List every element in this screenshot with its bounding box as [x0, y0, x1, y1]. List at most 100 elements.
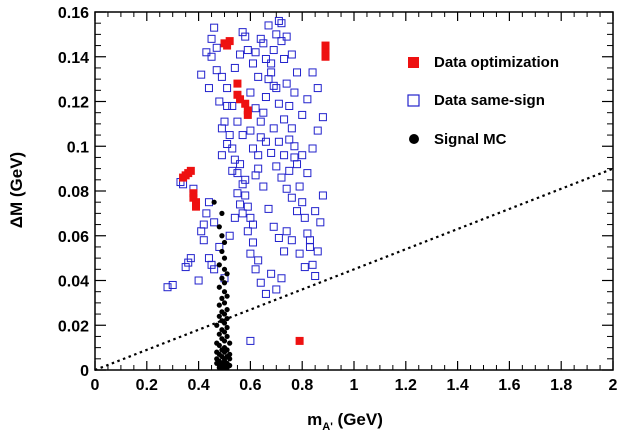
signal-mc-point	[221, 280, 228, 286]
data-optimization-point	[295, 336, 304, 345]
data-same-sign-point	[241, 175, 250, 184]
data-same-sign-point	[248, 144, 257, 153]
data-same-sign-point	[298, 198, 307, 207]
data-same-sign-point	[251, 265, 260, 274]
data-same-sign-point	[236, 200, 245, 209]
data-optimization-point	[243, 106, 252, 115]
signal-mc-point	[219, 210, 225, 216]
data-same-sign-point	[241, 191, 250, 200]
data-optimization-point	[236, 95, 245, 104]
signal-mc-point	[221, 349, 228, 355]
signal-mc-point	[224, 293, 230, 299]
data-optimization-point	[321, 52, 330, 61]
signal-mc-point	[219, 275, 225, 281]
data-same-sign-point	[267, 68, 276, 77]
data-same-sign-point	[313, 247, 322, 256]
data-optimization-point	[321, 48, 330, 57]
x-axis-title: mA' (GeV)	[307, 410, 383, 433]
data-same-sign-point	[305, 242, 314, 251]
data-same-sign-point	[251, 48, 260, 57]
signal-mc-point	[216, 342, 222, 348]
legend-marker-data-optimization	[408, 57, 419, 68]
data-same-sign-point	[246, 213, 255, 222]
cut-line-segment	[94, 167, 614, 372]
data-same-sign-point	[267, 269, 276, 278]
data-same-sign-point	[285, 135, 294, 144]
data-same-sign-point	[274, 16, 283, 25]
data-optimization-point	[192, 198, 201, 207]
data-same-sign-point	[272, 162, 281, 171]
data-same-sign-point	[259, 182, 268, 191]
data-same-sign-point	[202, 48, 211, 57]
x-tick-label: 1.4	[446, 377, 468, 394]
data-same-sign-point	[256, 278, 265, 287]
data-same-sign-point	[261, 289, 270, 298]
data-same-sign-point	[248, 238, 257, 247]
data-same-sign-point	[228, 101, 237, 110]
data-same-sign-point	[272, 285, 281, 294]
signal-mc-point	[227, 340, 233, 346]
data-same-sign-point	[282, 79, 291, 88]
data-same-sign-point	[236, 160, 245, 169]
data-same-sign-point	[290, 88, 299, 97]
y-tick-label: 0.1	[67, 139, 89, 156]
legend-marker-signal-mc	[409, 134, 419, 144]
data-same-sign-point	[207, 260, 216, 269]
cut-line	[94, 167, 614, 372]
signal-mc-point	[216, 302, 222, 308]
data-same-sign-point	[233, 169, 242, 178]
data-same-sign-point	[230, 155, 239, 164]
data-same-sign-point	[223, 101, 232, 110]
data-same-sign-point	[303, 169, 312, 178]
data-same-sign-point	[246, 336, 255, 345]
data-same-sign-point	[272, 30, 281, 39]
y-tick-label: 0.16	[58, 5, 89, 22]
data-same-sign-point	[225, 131, 234, 140]
data-same-sign-point	[261, 137, 270, 146]
data-same-sign-point	[217, 151, 226, 160]
data-same-sign-point	[243, 202, 252, 211]
signal-mc-point	[221, 338, 228, 344]
data-optimization-point	[225, 37, 234, 46]
data-same-sign-point	[248, 220, 257, 229]
legend-label-data-same-sign: Data same-sign	[434, 92, 545, 109]
data-optimization-point	[189, 193, 198, 202]
data-same-sign-point	[251, 104, 260, 113]
data-same-sign-point	[295, 182, 304, 191]
legend-marker-data-same-sign	[407, 94, 420, 107]
data-same-sign-point	[254, 151, 263, 160]
data-same-sign-point	[274, 137, 283, 146]
data-same-sign-point	[308, 260, 317, 269]
data-same-sign-point	[264, 75, 273, 84]
signal-mc-point	[221, 300, 228, 306]
data-same-sign-point	[223, 84, 232, 93]
data-same-sign-point	[282, 184, 291, 193]
data-same-sign-point	[168, 280, 177, 289]
data-same-sign-point	[282, 32, 291, 41]
signal-mc-point	[216, 331, 222, 337]
data-same-sign-point	[264, 204, 273, 213]
data-same-sign-point	[238, 209, 247, 218]
data-same-sign-point	[308, 144, 317, 153]
signal-mc-point	[221, 329, 228, 335]
data-same-sign-point	[318, 191, 327, 200]
data-same-sign-point	[280, 115, 289, 124]
data-same-sign-point	[295, 249, 304, 258]
data-same-sign-point	[256, 117, 265, 126]
data-same-sign-point	[308, 68, 317, 77]
data-same-sign-point	[228, 144, 237, 153]
x-tick-label: 0.2	[136, 377, 158, 394]
data-same-sign-point	[277, 274, 286, 283]
data-optimization-point	[233, 90, 242, 99]
data-same-sign-point	[243, 227, 252, 236]
data-same-sign-point	[248, 59, 257, 68]
data-same-sign-point	[199, 236, 208, 245]
signal-mc-point	[221, 266, 228, 272]
data-same-sign-point	[207, 34, 216, 43]
data-same-sign-point	[293, 160, 302, 169]
data-same-sign-point	[274, 233, 283, 242]
data-same-sign-point	[293, 207, 302, 216]
data-same-sign-point	[313, 126, 322, 135]
x-tick-label: 1	[350, 377, 359, 394]
